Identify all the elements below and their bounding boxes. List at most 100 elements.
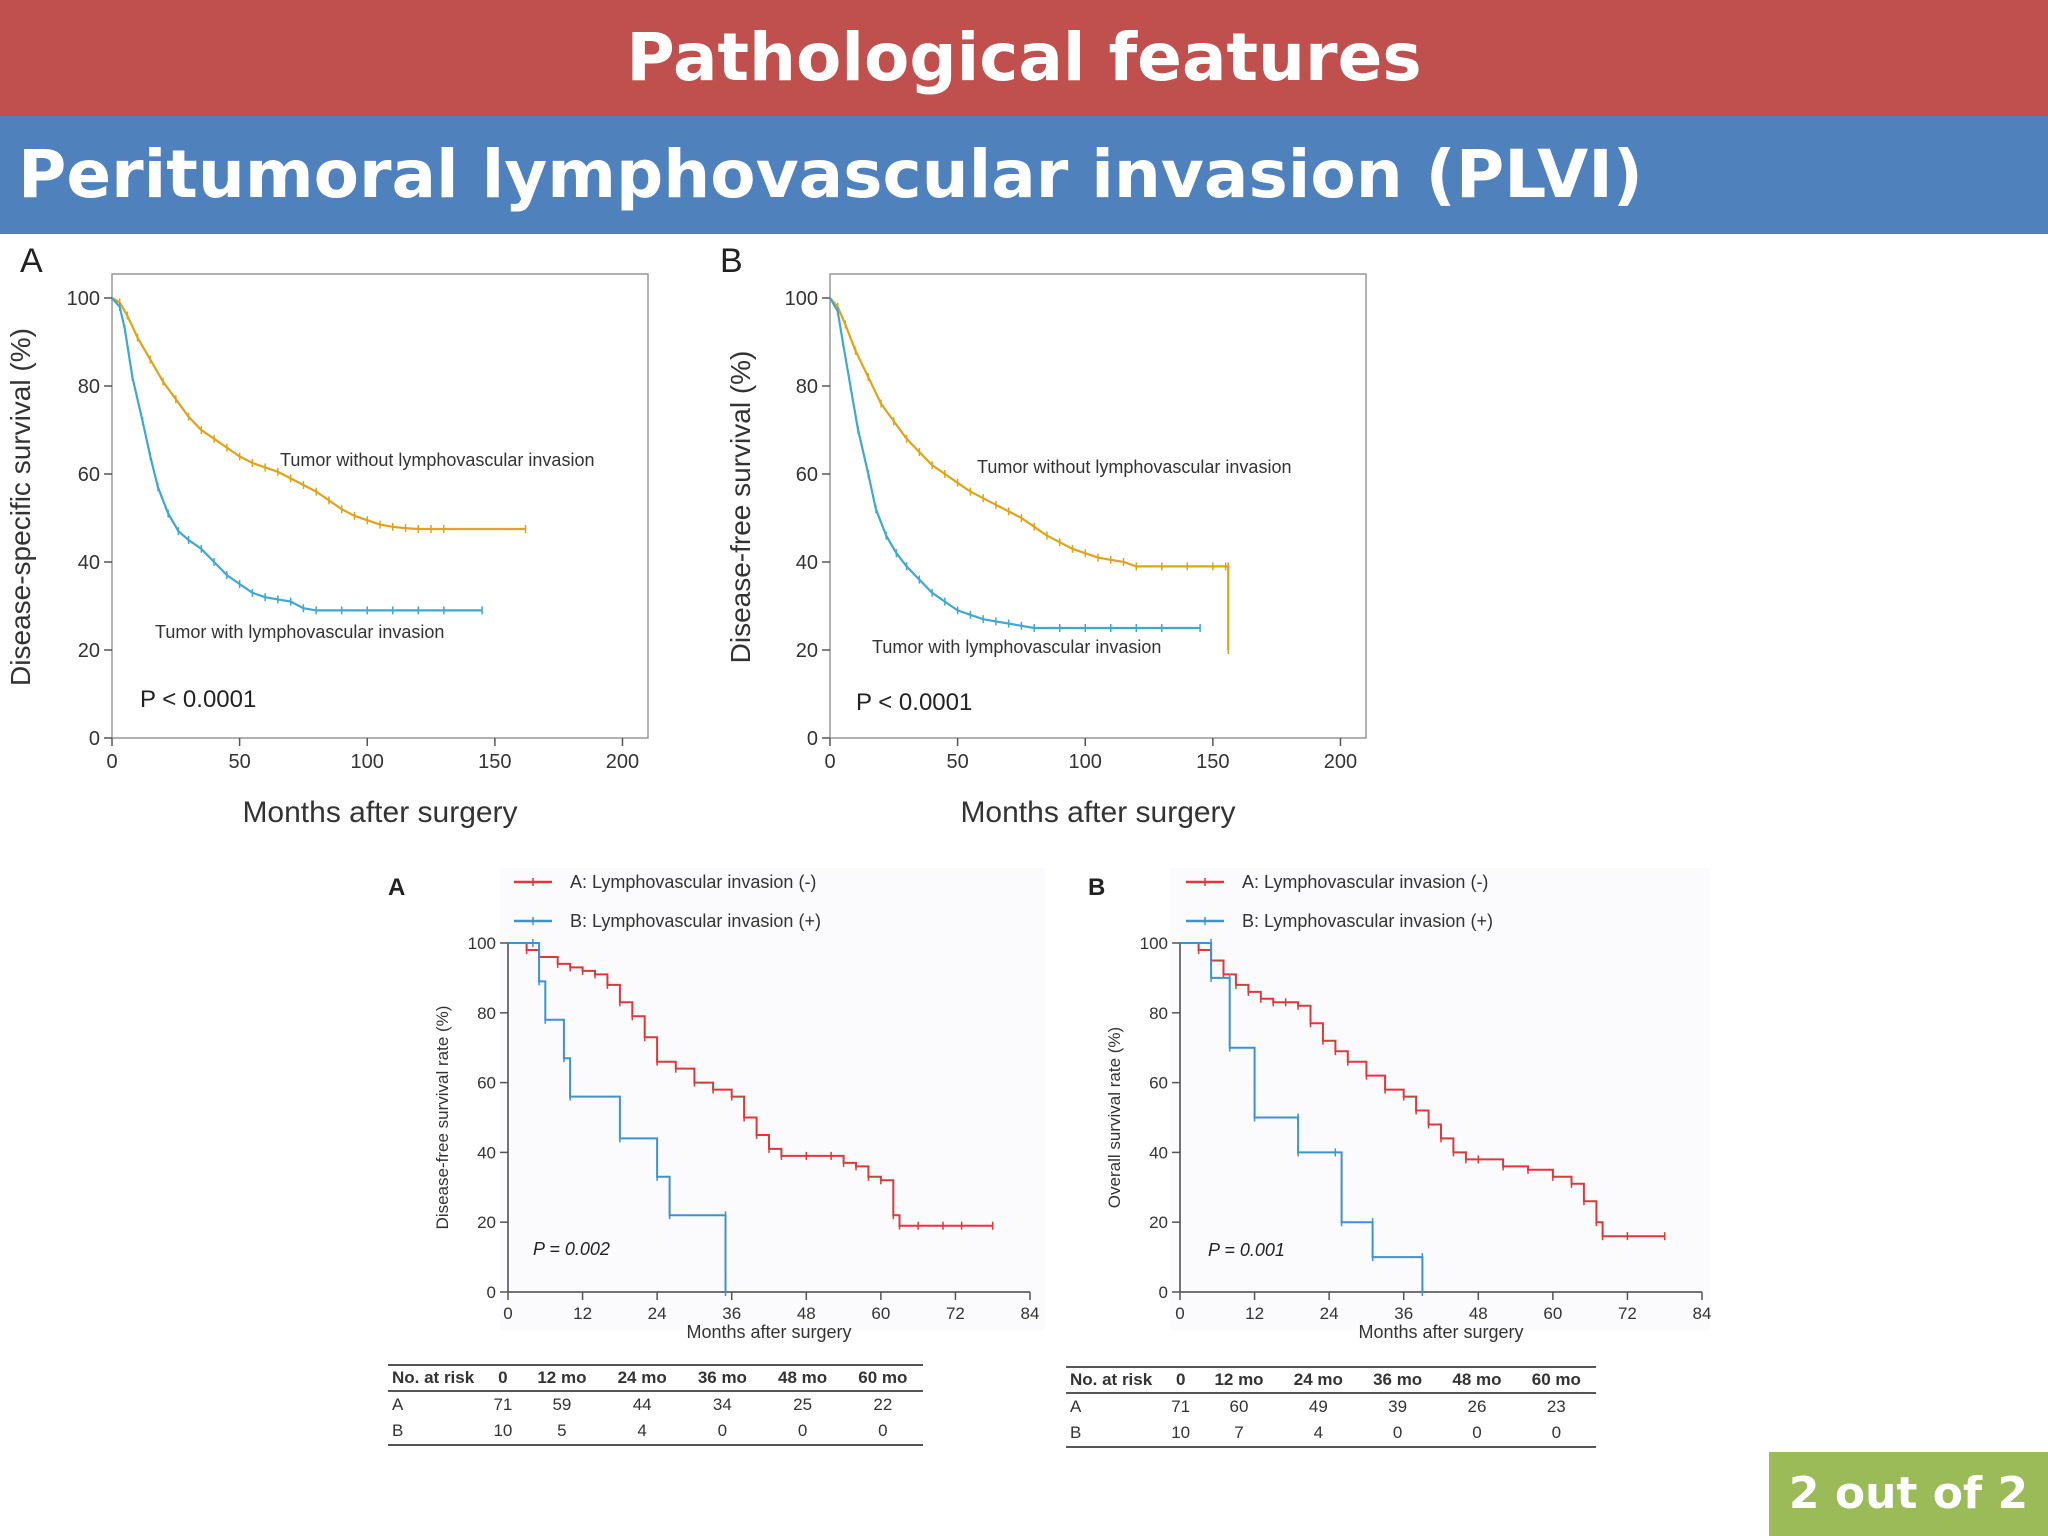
chart-2-ytick-label: 40 (477, 1143, 496, 1162)
chart-3-xtick-label: 84 (1693, 1304, 1712, 1323)
risk-table-header: 12 mo (1214, 1370, 1264, 1389)
risk-table-cell: A (392, 1395, 404, 1414)
chart-1-ylabel: Disease-free survival (%) (725, 351, 756, 664)
risk-table-cell: 0 (878, 1421, 888, 1440)
chart-1-ytick-label: 60 (796, 464, 818, 486)
chart-1-p-value: P < 0.0001 (856, 689, 972, 716)
chart-3-p-value: P = 0.001 (1208, 1240, 1285, 1260)
chart-0-series-1-label: Tumor with lymphovascular invasion (155, 622, 444, 642)
chart-3-panel-label: B (1088, 874, 1105, 901)
chart-1-ytick-label: 40 (796, 552, 818, 574)
chart-3-ytick-label: 40 (1149, 1143, 1168, 1162)
chart-1-xtick-label: 100 (1069, 751, 1102, 773)
chart-0-series-0-line (111, 297, 526, 531)
chart-2-xtick-label: 48 (797, 1304, 816, 1323)
chart-3-xtick-label: 36 (1394, 1304, 1413, 1323)
risk-table-row: A 71 59 44 34 25 22 (388, 1391, 923, 1418)
chart-2-xlabel: Months after surgery (686, 1322, 851, 1342)
chart-0-p-value: P < 0.0001 (140, 686, 256, 713)
risk-table-cell: 4 (637, 1421, 647, 1440)
risk-table-header: 36 mo (697, 1368, 747, 1387)
chart-0-series-0-label: Tumor without lymphovascular invasion (280, 450, 594, 470)
page-indicator: 2 out of 2 (1769, 1452, 2048, 1536)
chart-1-xtick-label: 150 (1196, 751, 1229, 773)
risk-table-header: No. at risk (392, 1368, 475, 1387)
chart-3-background (1170, 868, 1710, 1330)
risk-table-cell: 22 (873, 1395, 893, 1414)
risk-table-header: 48 mo (778, 1368, 828, 1387)
risk-table-header: 12 mo (537, 1368, 587, 1387)
chart-0-ylabel: Disease-specific survival (%) (5, 328, 36, 686)
chart-2-legend-0-label: A: Lymphovascular invasion (-) (570, 872, 816, 892)
chart-2-ylabel: Disease-free survival rate (%) (433, 1006, 452, 1230)
chart-2-ytick-label: 60 (477, 1074, 496, 1093)
chart-2-background (500, 868, 1045, 1330)
chart-3-xtick-label: 72 (1618, 1304, 1637, 1323)
chart-0-xtick-label: 50 (228, 751, 250, 773)
chart-1-xlabel: Months after surgery (960, 796, 1235, 829)
chart-0-ytick-label: 60 (78, 464, 100, 486)
risk-table-cell: B (392, 1421, 404, 1440)
slide-title: Pathological features (0, 0, 2048, 116)
risk-table-header: 60 mo (858, 1368, 908, 1387)
chart-2-xtick-label: 84 (1021, 1304, 1040, 1323)
chart-2-xtick-label: 36 (722, 1304, 741, 1323)
risk-table-header: 48 mo (1452, 1370, 1502, 1389)
chart-3-xtick-label: 0 (1175, 1304, 1184, 1323)
risk-table-cell: 5 (557, 1421, 567, 1440)
chart-3-series-1-line (1180, 942, 1424, 1292)
risk-table-cell: 0 (717, 1421, 728, 1440)
risk-table-cell: 23 (1546, 1397, 1566, 1416)
risk-table-cell: A (1070, 1397, 1082, 1416)
chart-3-xlabel: Months after surgery (1358, 1322, 1523, 1342)
chart-2-xtick-label: 12 (573, 1304, 592, 1323)
risk-table-cell: 4 (1313, 1423, 1324, 1442)
risk-table-cell: 49 (1308, 1397, 1328, 1416)
risk-table-b: No. at risk 0 12 mo 24 mo 36 mo 48 mo 60 mo A 71… (1066, 1366, 1596, 1448)
chart-0-xtick-label: 100 (351, 751, 384, 773)
risk-table-cell: B (1070, 1423, 1082, 1442)
chart-3-legend-1-label: B: Lymphovascular invasion (+) (1242, 911, 1493, 931)
chart-1-xtick-label: 50 (946, 751, 968, 773)
chart-0-ytick-label: 80 (78, 376, 100, 398)
chart-0-panel-label: A (20, 242, 43, 280)
chart-3-ytick-label: 20 (1149, 1213, 1168, 1232)
slide-subtitle: Peritumoral lymphovascular invasion (PLV… (0, 116, 2048, 234)
chart-1-panel-label: B (720, 242, 743, 280)
chart-3-xtick-label: 24 (1320, 1304, 1339, 1323)
chart-2-ytick-label: 0 (487, 1283, 496, 1302)
chart-1-series-0-label: Tumor without lymphovascular invasion (977, 457, 1291, 477)
chart-2-ytick-label: 100 (468, 934, 496, 953)
risk-table-cell: 0 (797, 1421, 808, 1440)
chart-0-frame (111, 273, 649, 739)
risk-table-cell: 26 (1467, 1397, 1487, 1416)
chart-3-xtick-label: 12 (1245, 1304, 1264, 1323)
chart-0-xtick-label: 150 (478, 751, 511, 773)
chart-3-ytick-label: 0 (1159, 1283, 1168, 1302)
chart-2-series-1-line (508, 942, 727, 1292)
risk-table-header: 0 (498, 1368, 508, 1387)
chart-2-legend-1-label: B: Lymphovascular invasion (+) (570, 911, 821, 931)
risk-table-header: No. at risk (1070, 1370, 1153, 1389)
risk-table-cell: 71 (493, 1395, 513, 1414)
risk-table-cell: 25 (793, 1395, 813, 1414)
chart-3-ytick-label: 100 (1140, 934, 1168, 953)
risk-table-header: 60 mo (1531, 1370, 1581, 1389)
chart-2-p-value: P = 0.002 (533, 1239, 610, 1259)
chart-1-xtick-label: 0 (824, 751, 835, 773)
chart-3-ylabel: Overall survival rate (%) (1105, 1027, 1124, 1208)
chart-1-ytick-label: 100 (785, 288, 818, 310)
risk-table-cell: 10 (493, 1421, 513, 1440)
risk-table-cell: 39 (1388, 1397, 1408, 1416)
risk-table-row: B 10 7 4 0 0 0 (1066, 1420, 1596, 1447)
risk-table-header: 0 (1175, 1370, 1186, 1389)
risk-table-cell: 0 (1392, 1423, 1403, 1442)
chart-2-xtick-label: 24 (648, 1304, 667, 1323)
chart-0-xtick-label: 200 (606, 751, 639, 773)
risk-table-cell: 59 (552, 1395, 572, 1414)
chart-0-ytick-label: 40 (78, 552, 100, 574)
risk-table-header: 36 mo (1373, 1370, 1423, 1389)
risk-table-cell: 44 (632, 1395, 652, 1414)
chart-2-xtick-label: 60 (871, 1304, 890, 1323)
